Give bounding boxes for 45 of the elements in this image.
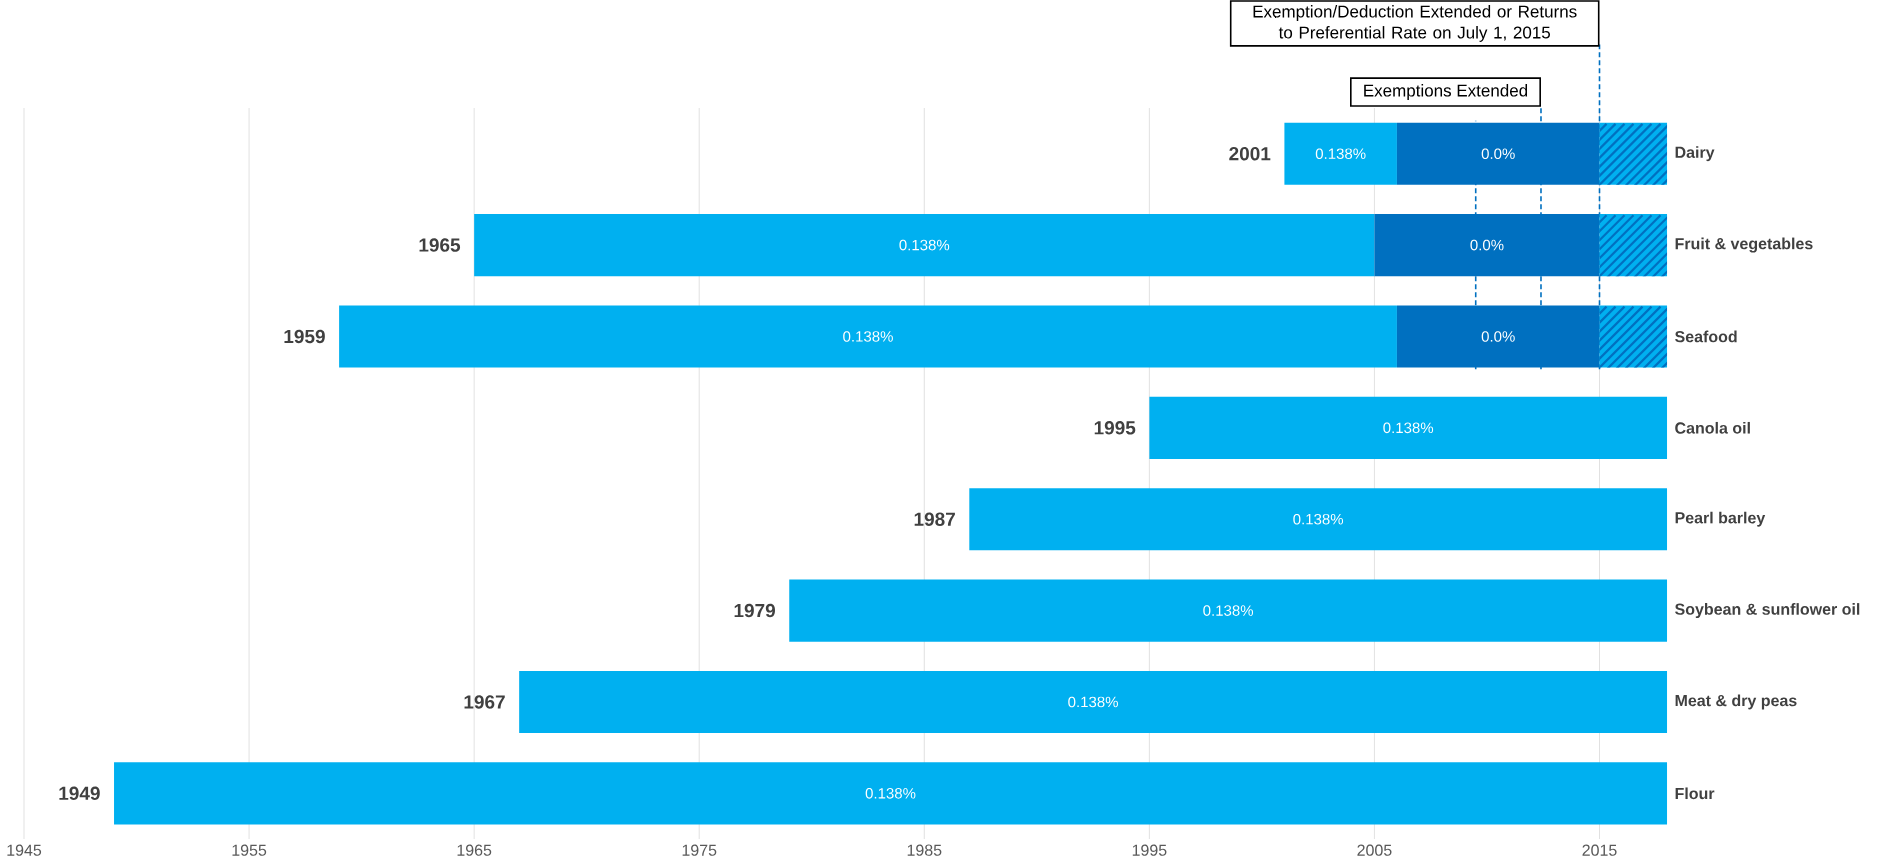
annotation: 0.138% <box>1068 696 1118 708</box>
annotation: 1987 <box>914 512 955 526</box>
y-tick-label: Fruit & vegetables <box>1675 237 1813 253</box>
bar <box>114 762 1668 825</box>
bar <box>1284 122 1397 185</box>
annotation: 0.0% <box>1481 331 1515 342</box>
annotation: 0.138% <box>865 788 916 799</box>
annotation: 1967 <box>464 695 505 709</box>
x-tick-label: 1945 <box>7 844 42 856</box>
y-tick-label: Canola oil <box>1675 421 1750 434</box>
y-tick-label: Seafood <box>1675 330 1737 343</box>
annotation: 0.0% <box>1481 148 1515 159</box>
annotation: 0.138% <box>843 331 893 342</box>
y-tick-label: Flour <box>1675 787 1715 800</box>
annotation: 1949 <box>59 786 100 801</box>
bar <box>519 670 1668 734</box>
y-tick-label: Dairy <box>1675 146 1715 162</box>
y-tick-label: Pearl barley <box>1675 511 1766 527</box>
bar <box>339 305 1397 368</box>
annotation: 1965 <box>419 238 461 252</box>
ref-line-label: Exemptions Extended <box>1364 84 1528 100</box>
x-tick-label: 1955 <box>232 844 267 856</box>
annotation: 0.138% <box>899 239 950 251</box>
annotation: 0.138% <box>1315 148 1366 159</box>
bar <box>474 214 1375 277</box>
x-tick-label: 1995 <box>1132 844 1167 856</box>
x-tick-label: 1985 <box>907 844 942 856</box>
x-tick-label: 1965 <box>457 844 492 856</box>
y-tick-label: Meat & dry peas <box>1675 694 1797 710</box>
annotation: 0.0% <box>1470 239 1504 251</box>
annotation: 0.138% <box>1203 605 1254 616</box>
annotation: 0.138% <box>1383 422 1434 434</box>
annotation: 1979 <box>734 603 775 618</box>
x-tick-label: 1975 <box>682 844 717 856</box>
x-tick-label: 2005 <box>1357 844 1392 856</box>
annotation: 2001 <box>1229 146 1271 161</box>
annotation: 1959 <box>284 329 325 344</box>
annotation: 1995 <box>1094 421 1136 435</box>
x-tick-label: 2015 <box>1582 844 1617 856</box>
y-tick-label: Soybean & sunflower oil <box>1675 603 1860 619</box>
bar <box>789 579 1668 642</box>
ref-line-label: Exemption/Deduction Extended or Returns to Preferential Rate on July 1, 2015 <box>1253 5 1577 42</box>
bar <box>1149 396 1668 459</box>
annotation: 0.138% <box>1293 513 1344 525</box>
bar <box>969 488 1668 551</box>
